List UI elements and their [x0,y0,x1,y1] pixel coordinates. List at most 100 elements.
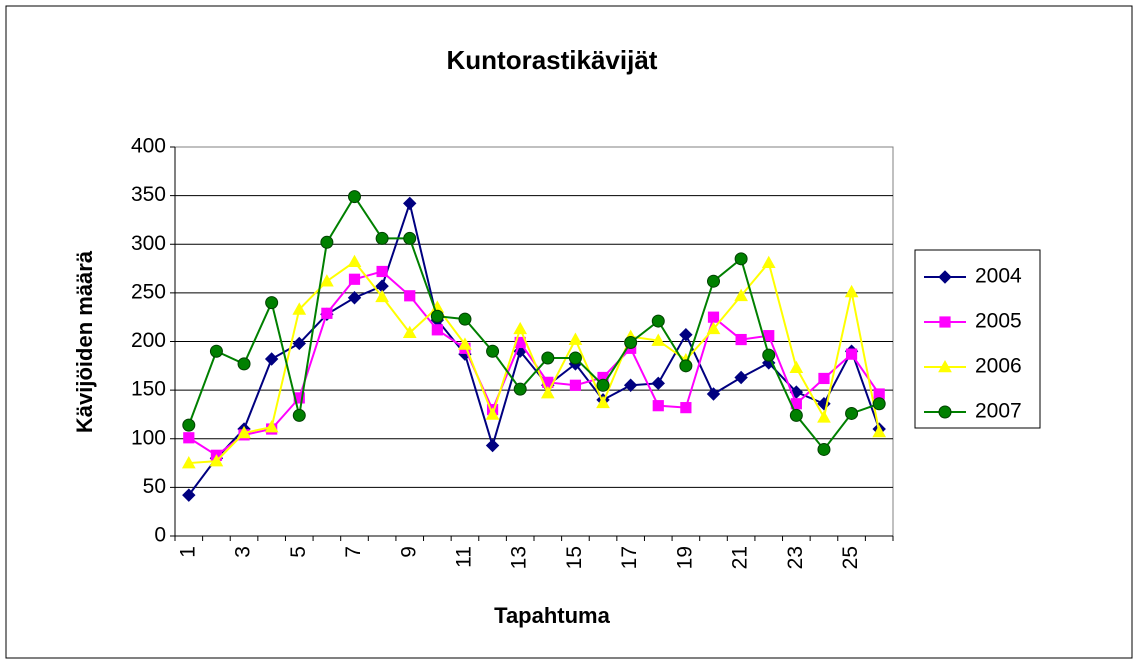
data-point [818,372,830,385]
y-tick-label: 150 [131,378,166,401]
data-point [182,488,196,502]
data-point [540,386,555,399]
x-tick-label: 5 [287,546,310,558]
data-point [375,231,389,245]
data-point [651,376,665,391]
data-point [735,333,747,346]
x-tick-label: 13 [508,546,531,569]
series-line [188,260,881,465]
data-point [292,408,306,422]
data-point [734,288,748,302]
data-point [292,302,307,315]
data-point [872,397,886,411]
data-point [734,252,748,266]
data-point [513,321,528,335]
data-point [237,357,251,371]
data-point [844,284,859,298]
data-point [209,454,224,467]
x-tick-label: 19 [673,546,696,569]
y-tick-label: 50 [143,475,166,498]
legend-marker [938,405,952,419]
legend-label: 2006 [975,355,1022,378]
x-tick-label: 7 [342,546,365,558]
data-point [376,265,388,278]
data-point [402,325,417,339]
y-tick-label: 200 [131,329,166,352]
data-point [817,410,831,423]
data-point [485,407,500,420]
data-point [182,418,196,432]
legend-label: 2004 [975,265,1022,288]
data-point [789,360,804,374]
y-tick-label: 0 [154,524,166,547]
data-point [375,289,389,303]
legend-marker [938,270,952,284]
data-point [568,332,583,345]
legend-marker [939,316,951,328]
legend-label: 2005 [975,310,1022,333]
chart-title: Kuntorastikävijät [447,45,658,75]
data-point [292,336,306,351]
data-point [569,379,582,391]
legend-box [914,249,1041,429]
data-point [347,254,362,268]
data-point [679,327,693,342]
data-point [347,291,362,305]
data-point [181,456,196,469]
data-point [652,400,664,412]
x-tick-label: 21 [729,546,752,569]
y-tick-label: 300 [131,232,166,255]
y-tick-label: 100 [131,426,166,449]
data-point [320,274,334,287]
data-point [264,352,279,366]
data-point [651,314,665,328]
data-point [707,311,720,323]
data-point [845,406,859,420]
data-point [623,378,638,392]
y-tick-label: 250 [131,280,166,303]
data-point [734,370,748,385]
data-point [209,344,223,358]
x-tick-label: 25 [839,546,862,569]
data-point [707,274,720,288]
data-point [679,359,693,373]
data-point [320,235,334,249]
series-line [187,194,880,452]
data-point [761,255,776,269]
data-point [651,333,666,346]
data-point [403,231,417,245]
data-point [845,348,858,360]
legend-marker [938,359,952,373]
x-axis-title: Tapahtuma [494,603,610,628]
data-point [872,424,887,438]
data-point [596,378,610,392]
data-point [513,382,527,396]
data-point [706,387,721,401]
data-point [431,324,443,336]
data-point [237,425,251,439]
data-point [430,309,444,323]
x-tick-label: 1 [176,546,199,558]
data-point [265,296,279,310]
data-point [486,344,500,358]
data-point [541,351,555,365]
x-tick-label: 11 [453,546,476,568]
data-point [183,432,195,444]
data-point [348,190,361,204]
data-point [762,348,776,362]
y-axis-title: Kävijöiden määrä [72,250,97,433]
x-tick-label: 23 [784,546,807,569]
data-point [264,420,279,433]
data-point [485,438,500,453]
data-point [817,442,831,456]
data-point [568,351,582,365]
y-tick-label: 350 [131,183,166,206]
data-point [706,321,721,335]
data-point [321,307,333,319]
series-line [188,199,881,496]
data-point [596,395,610,409]
data-point [789,408,803,422]
data-point [348,273,361,285]
